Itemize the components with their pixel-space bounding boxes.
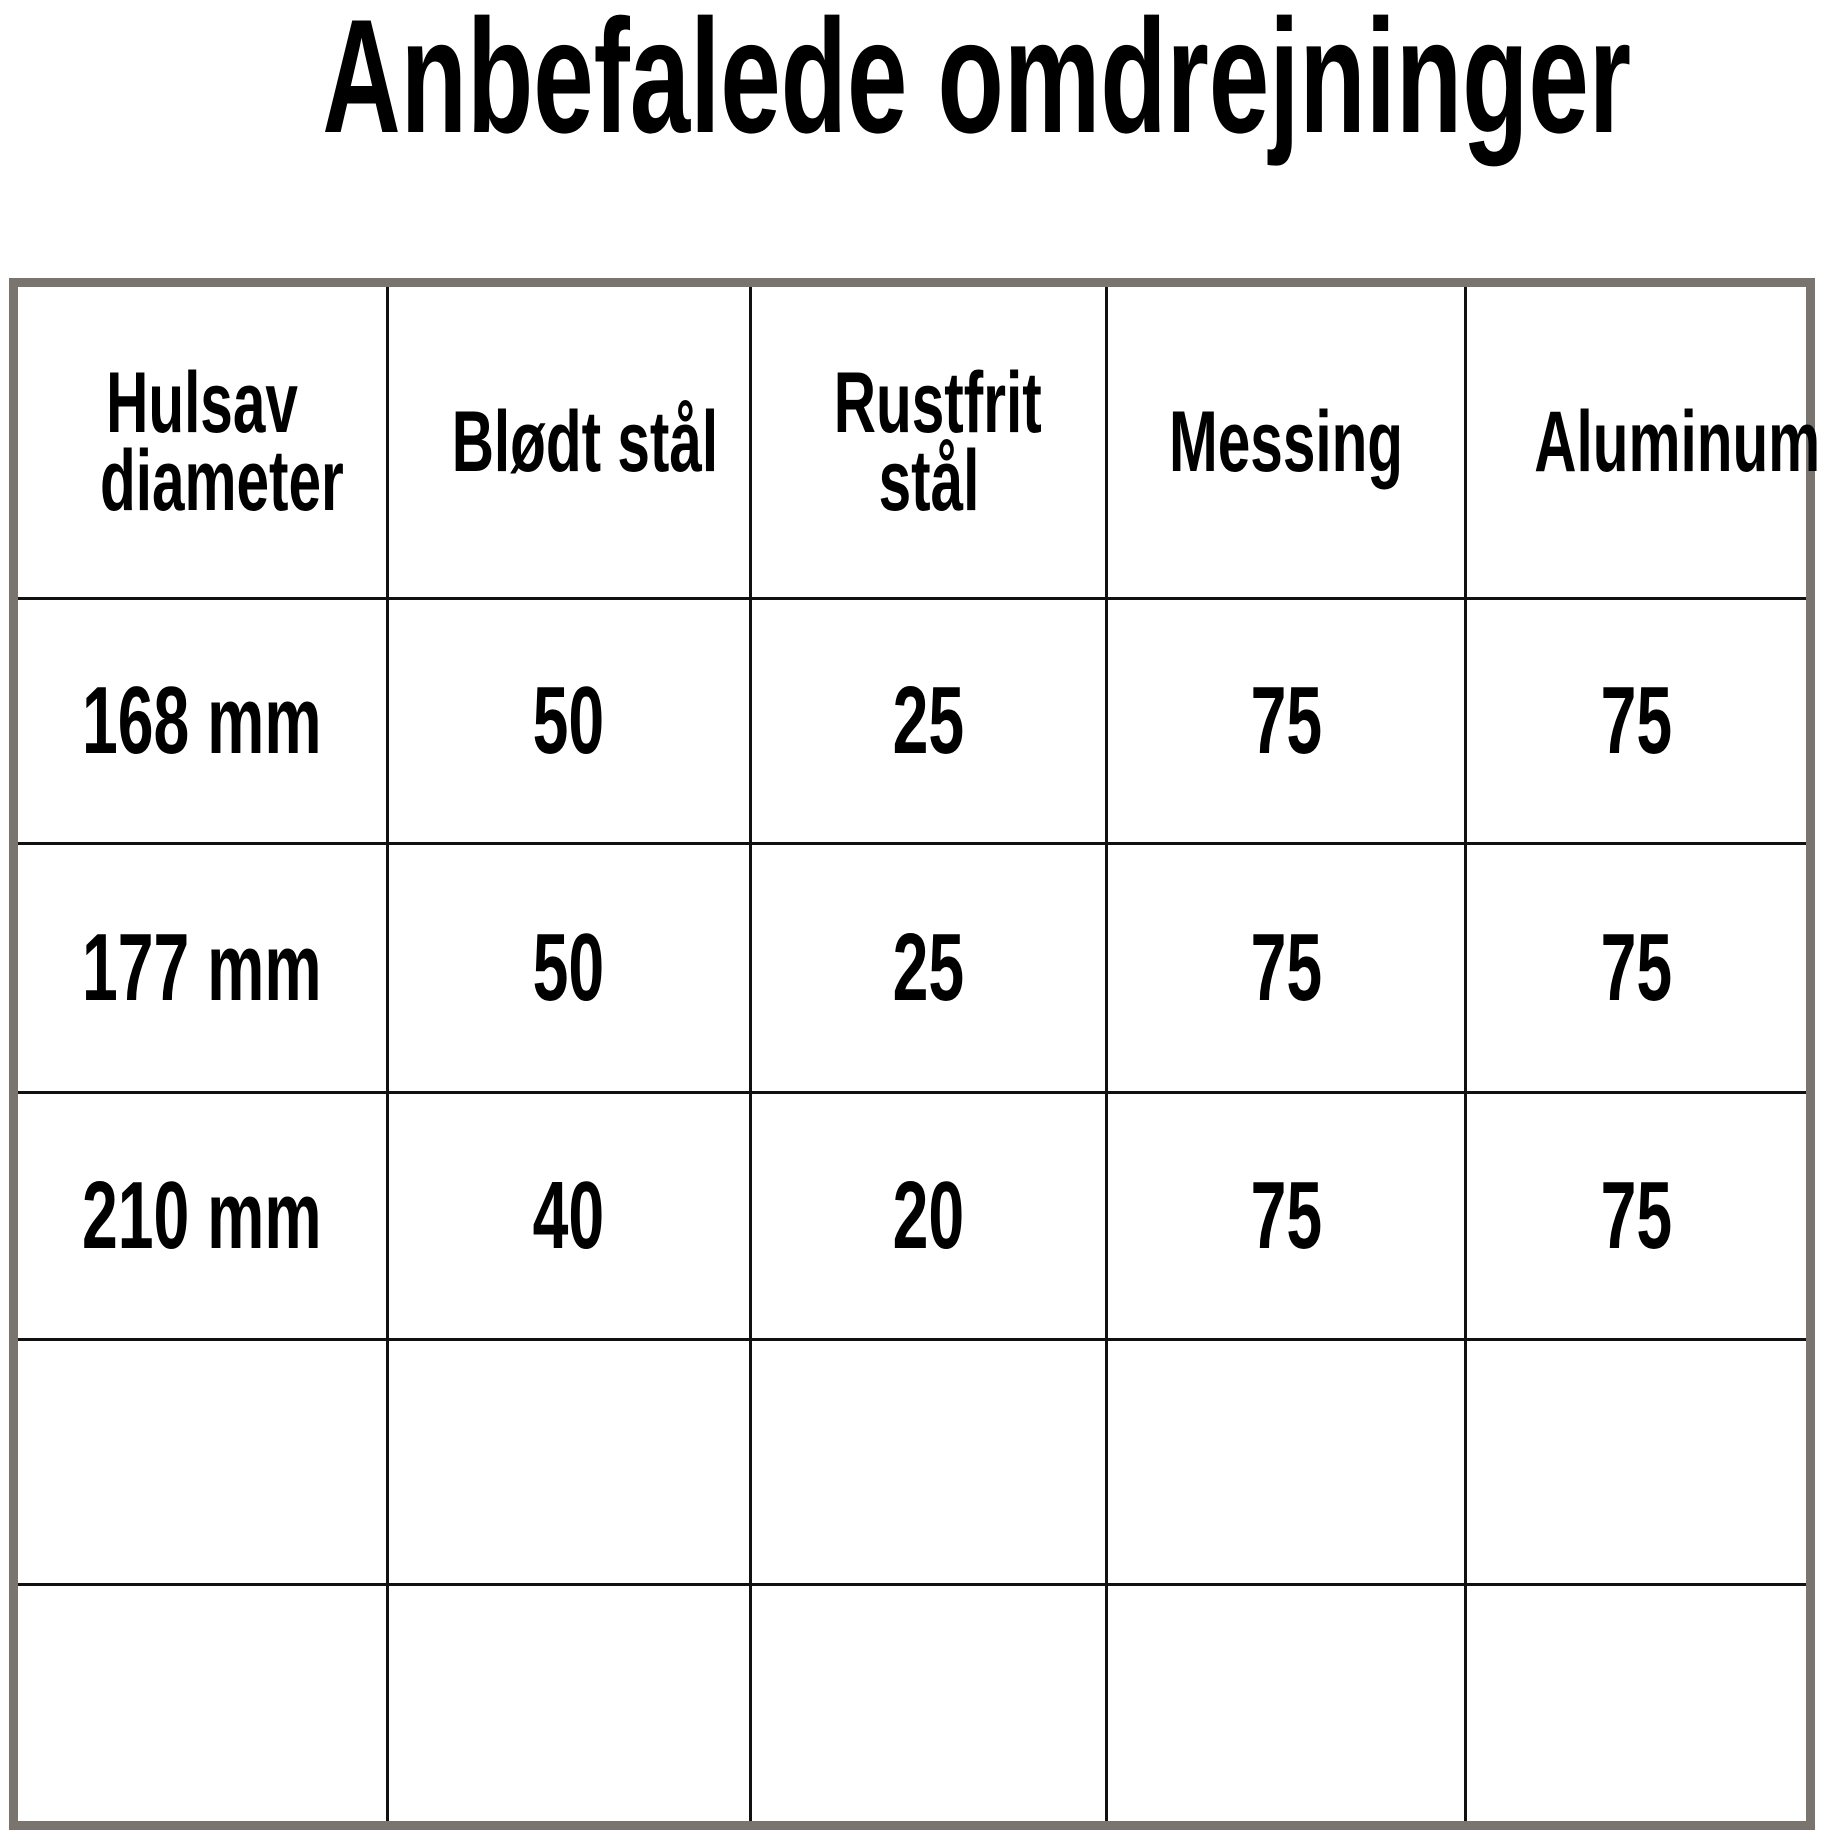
table-row: 210 mm 40 20 75 75 [12, 1091, 1812, 1341]
header-brass: Messing [1105, 281, 1468, 600]
cell: 40 [385, 1091, 752, 1341]
table-row: 168 mm 50 25 75 75 [12, 597, 1812, 845]
cell [748, 1583, 1109, 1827]
cell [12, 1583, 389, 1827]
cell: 75 [1464, 1091, 1812, 1341]
header-mild-steel: Blødt stål [385, 281, 752, 600]
cell [1464, 1583, 1812, 1827]
cell [1105, 1338, 1468, 1586]
header-aluminum: Aluminum [1464, 281, 1820, 600]
cell: 177 mm [12, 842, 389, 1094]
header-hole-saw-diameter: Hulsav diameter [12, 281, 389, 600]
cell: 75 [1105, 842, 1468, 1094]
table-header-row: Hulsav diameter Blødt stål Rustfrit stål… [12, 281, 1820, 600]
page-title: Anbefalede omdrejninger [322, 0, 1632, 167]
cell: 50 [385, 597, 752, 845]
cell: 50 [385, 842, 752, 1094]
cell [385, 1583, 752, 1827]
table-row-empty [12, 1338, 1812, 1586]
cell: 75 [1464, 842, 1812, 1094]
cell: 75 [1105, 597, 1468, 845]
table-row: 177 mm 50 25 75 75 [12, 842, 1812, 1094]
cell: 25 [748, 597, 1109, 845]
cell: 168 mm [12, 597, 389, 845]
cell [748, 1338, 1109, 1586]
rpm-table: Hulsav diameter Blødt stål Rustfrit stål… [9, 278, 1820, 1830]
header-stainless-steel: Rustfrit stål [748, 281, 1109, 600]
cell [1464, 1338, 1812, 1586]
cell [385, 1338, 752, 1586]
cell [12, 1338, 389, 1586]
cell: 75 [1464, 597, 1812, 845]
cell: 20 [748, 1091, 1109, 1341]
cell: 210 mm [12, 1091, 389, 1341]
cell: 75 [1105, 1091, 1468, 1341]
cell: 25 [748, 842, 1109, 1094]
cell [1105, 1583, 1468, 1827]
table-row-empty [12, 1583, 1812, 1827]
